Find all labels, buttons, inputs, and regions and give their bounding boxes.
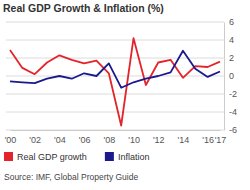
y-tick: 4 [229, 35, 234, 45]
grid-line [6, 22, 224, 23]
grid-line [6, 40, 224, 41]
series-line [10, 38, 220, 125]
grid-line [6, 130, 224, 131]
y-tick-label: 4 [229, 35, 234, 45]
x-tick-label: '04 [54, 135, 66, 145]
x-tick: '08 [103, 135, 115, 145]
legend: Real GDP growth Inflation [4, 152, 149, 162]
x-tick: '04 [54, 135, 66, 145]
legend-swatch [4, 152, 13, 161]
x-tick-label: '16 [202, 135, 214, 145]
y-tick: -6 [229, 125, 237, 135]
y-tick: 0 [229, 71, 234, 81]
y-tick: 2 [229, 53, 234, 63]
y-tick: -4 [229, 107, 237, 117]
x-tick: '00 [5, 135, 17, 145]
x-tick: '12 [153, 135, 165, 145]
y-tick-label: 6 [229, 17, 234, 27]
legend-item: Inflation [105, 152, 150, 162]
x-axis-line [11, 130, 221, 131]
y-tick: -2 [229, 89, 237, 99]
x-tick-label: '02 [29, 135, 41, 145]
x-tick: '10 [128, 135, 140, 145]
legend-label: Inflation [118, 152, 150, 162]
x-tick-label: '00 [5, 135, 17, 145]
x-tick: '06 [79, 135, 91, 145]
legend-label: Real GDP growth [17, 152, 87, 162]
chart: Real GDP Growth & Inflation (%) -6 -4 -2 0 2 4… [0, 0, 250, 190]
x-tick: '16 [202, 135, 214, 145]
x-tick-label: '08 [103, 135, 115, 145]
y-tick-label: 2 [229, 53, 234, 63]
y-axis: -6 -4 -2 0 2 4 6 [225, 17, 238, 135]
legend-swatch [105, 152, 114, 161]
grid-line [6, 112, 224, 113]
legend-item: Real GDP growth [4, 152, 87, 162]
y-axis-line [224, 23, 225, 131]
x-tick-label: '10 [128, 135, 140, 145]
y-tick-label: -4 [229, 107, 237, 117]
x-tick-label: '14 [178, 135, 190, 145]
grid-line [6, 58, 224, 59]
x-axis: '00 '02 '04 '06 '08 '10 '12 '14 '16'17 [5, 131, 227, 146]
x-tick: '02 [29, 135, 41, 145]
grid [6, 22, 224, 130]
x-tick-label: '06 [79, 135, 91, 145]
plot-area [10, 38, 220, 125]
series-line [10, 51, 220, 88]
x-tick-label: '17 [215, 135, 227, 145]
y-tick: 6 [229, 17, 234, 27]
x-tick: '17 [215, 135, 227, 145]
x-tick: '14 [178, 135, 190, 145]
y-tick-label: 0 [229, 71, 234, 81]
grid-line [6, 94, 224, 95]
x-tick-label: '12 [153, 135, 165, 145]
y-tick-label: -6 [229, 125, 237, 135]
title: Real GDP Growth & Inflation (%) [3, 2, 164, 14]
y-tick-label: -2 [229, 89, 237, 99]
source: Source: IMF, Global Property Guide [4, 172, 138, 182]
